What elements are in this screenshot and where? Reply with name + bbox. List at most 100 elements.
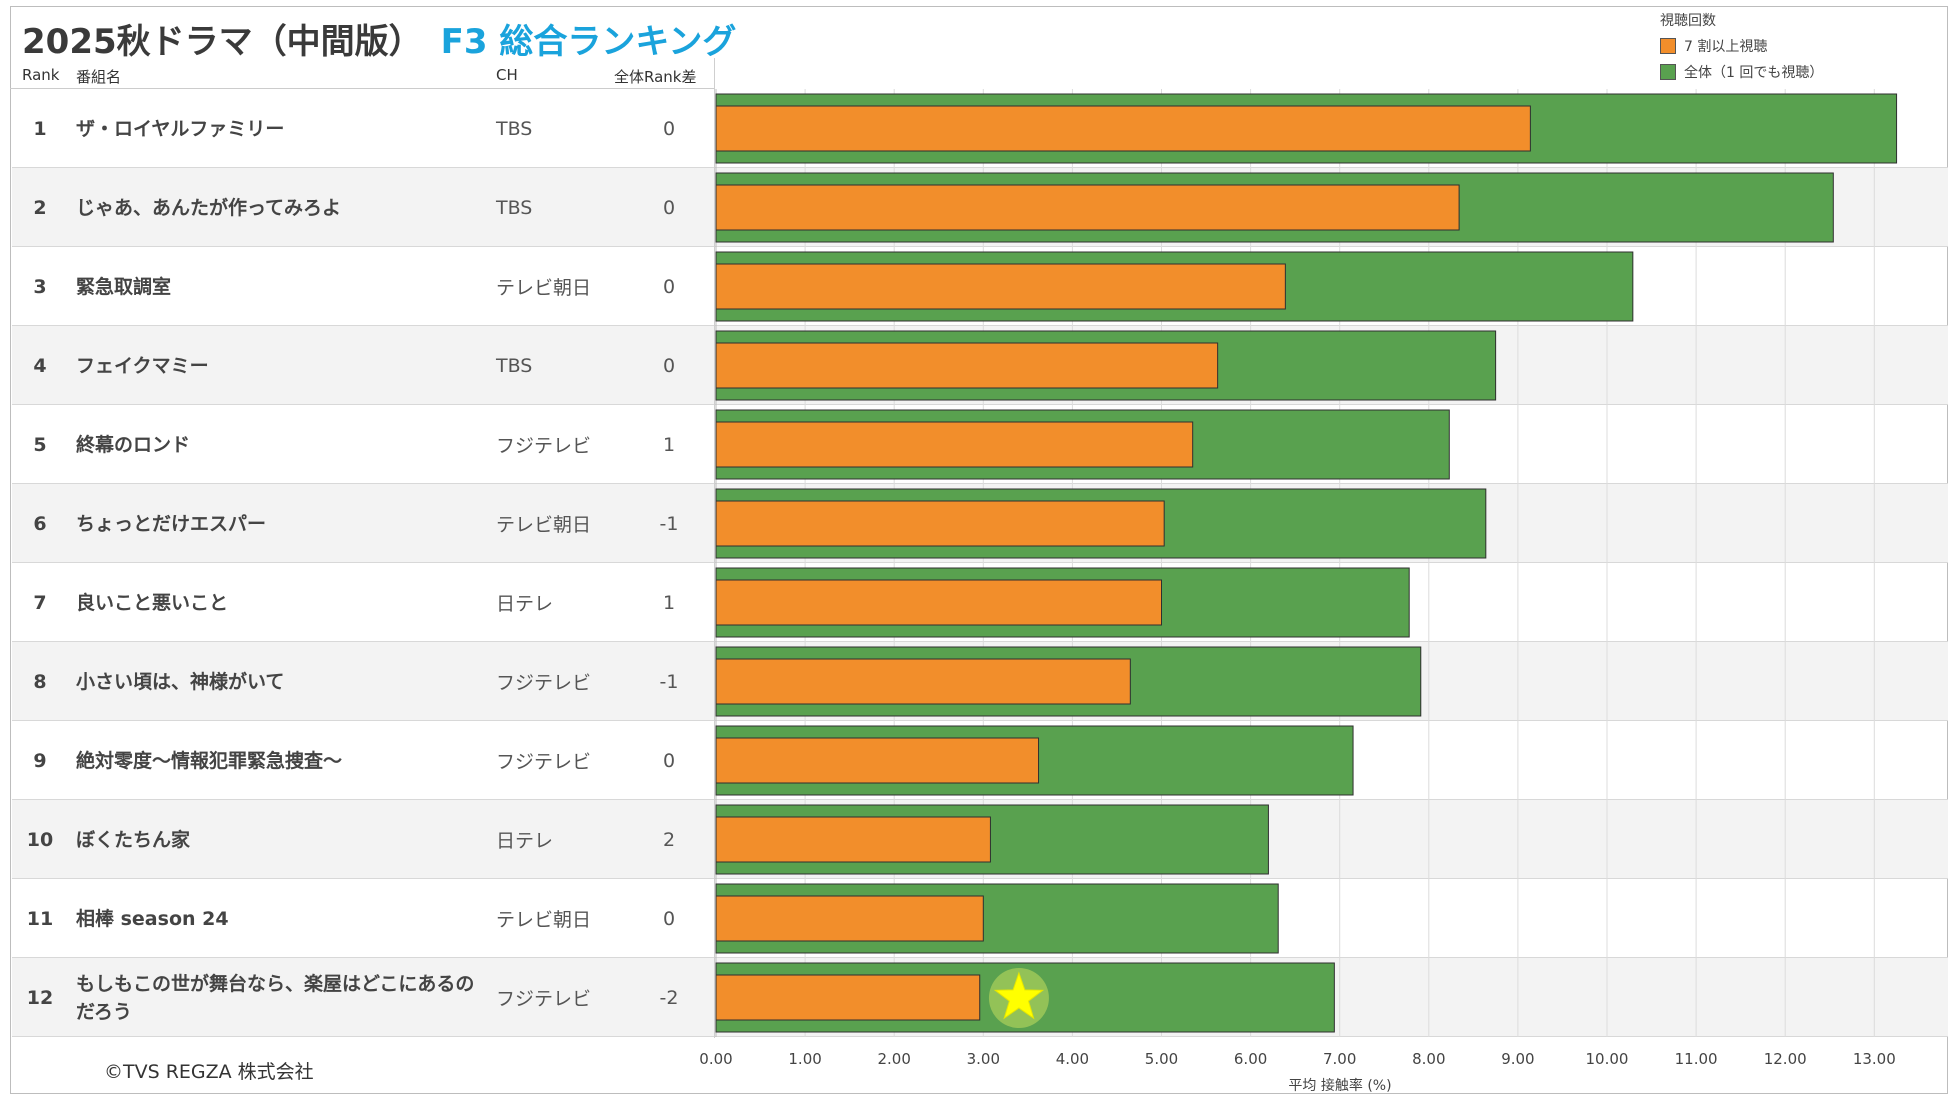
legend-label-all: 全体（1 回でも視聴） bbox=[1684, 65, 1824, 81]
title-accent: F3 総合ランキング bbox=[440, 22, 737, 62]
x-tick-label: 9.00 bbox=[1501, 1050, 1534, 1068]
program-name: フェイクマミー bbox=[76, 354, 209, 377]
program-name: 緊急取調室 bbox=[76, 275, 172, 298]
legend: 視聴回数 7 割以上視聴 全体（1 回でも視聴） bbox=[1660, 10, 1823, 88]
channel-cell: テレビ朝日 bbox=[496, 514, 592, 536]
legend-title: 視聴回数 bbox=[1660, 13, 1716, 29]
program-name: 相棒 season 24 bbox=[76, 907, 229, 930]
rank-cell: 2 bbox=[33, 196, 47, 219]
table-row[interactable]: 5 終幕のロンド フジテレビ 1 bbox=[12, 405, 1948, 484]
bar-top70 bbox=[715, 263, 1286, 310]
rank-cell: 12 bbox=[26, 986, 54, 1009]
x-tick-label: 11.00 bbox=[1675, 1050, 1718, 1068]
rank-diff-cell: 0 bbox=[662, 354, 676, 377]
table-row[interactable]: 7 良いこと悪いこと 日テレ 1 bbox=[12, 563, 1948, 642]
star-icon bbox=[993, 971, 1045, 1020]
rank-cell: 5 bbox=[33, 433, 47, 456]
bar-top70 bbox=[715, 342, 1219, 389]
x-tick-label: 0.00 bbox=[699, 1050, 732, 1068]
x-tick-label: 5.00 bbox=[1145, 1050, 1178, 1068]
rank-diff-cell: 0 bbox=[662, 749, 676, 772]
table-row[interactable]: 11 相棒 season 24 テレビ朝日 0 bbox=[12, 879, 1948, 958]
col-header-ch: CH bbox=[496, 66, 518, 84]
rank-diff-cell: 0 bbox=[662, 907, 676, 930]
x-tick-label: 3.00 bbox=[967, 1050, 1000, 1068]
channel-cell: 日テレ bbox=[496, 830, 554, 852]
program-name: 終幕のロンド bbox=[76, 433, 191, 456]
col-header-diff: 全体Rank差 bbox=[614, 68, 697, 86]
x-axis-label: 平均 接触率 (%) bbox=[1288, 1077, 1391, 1094]
program-name: ちょっとだけエスパー bbox=[76, 512, 267, 535]
program-name: ザ・ロイヤルファミリー bbox=[76, 117, 285, 140]
table-row[interactable]: 1 ザ・ロイヤルファミリー TBS 0 bbox=[12, 89, 1948, 168]
col-header-name: 番組名 bbox=[76, 68, 122, 86]
table-row[interactable]: 9 絶対零度～情報犯罪緊急捜査～ フジテレビ 0 bbox=[12, 721, 1948, 800]
rank-cell: 7 bbox=[33, 591, 47, 614]
x-tick-label: 10.00 bbox=[1586, 1050, 1629, 1068]
col-header-rank: Rank bbox=[22, 66, 60, 84]
rank-diff-cell: -1 bbox=[659, 670, 679, 693]
channel-cell: TBS bbox=[496, 196, 533, 219]
legend-item-top70[interactable]: 7 割以上視聴 bbox=[1660, 36, 1823, 56]
rank-diff-cell: 0 bbox=[662, 196, 676, 219]
bar-top70 bbox=[715, 184, 1460, 231]
channel-cell: TBS bbox=[496, 354, 533, 377]
channel-cell: 日テレ bbox=[496, 593, 554, 615]
x-tick-label: 13.00 bbox=[1853, 1050, 1896, 1068]
rank-diff-cell: 1 bbox=[662, 591, 676, 614]
page-title: 2025秋ドラマ（中間版） F3 総合ランキング bbox=[22, 14, 736, 63]
rank-cell: 1 bbox=[33, 117, 47, 140]
rank-cell: 10 bbox=[26, 828, 54, 851]
x-tick-label: 2.00 bbox=[877, 1050, 910, 1068]
rank-diff-cell: 0 bbox=[662, 117, 676, 140]
bar-top70 bbox=[715, 500, 1165, 547]
rank-diff-cell: -1 bbox=[659, 512, 679, 535]
legend-item-all[interactable]: 全体（1 回でも視聴） bbox=[1660, 62, 1823, 82]
rank-cell: 11 bbox=[26, 907, 54, 930]
channel-cell: テレビ朝日 bbox=[496, 277, 592, 299]
channel-cell: フジテレビ bbox=[496, 988, 592, 1010]
legend-label-top70: 7 割以上視聴 bbox=[1684, 39, 1768, 55]
x-tick-label: 6.00 bbox=[1234, 1050, 1267, 1068]
table-chart-divider bbox=[714, 58, 715, 1038]
header-divider bbox=[10, 88, 715, 89]
bar-top70 bbox=[715, 579, 1162, 626]
x-tick-label: 7.00 bbox=[1323, 1050, 1356, 1068]
x-tick-label: 1.00 bbox=[788, 1050, 821, 1068]
program-name: 良いこと悪いこと bbox=[76, 591, 229, 614]
bar-top70 bbox=[715, 816, 991, 863]
table-row[interactable]: 3 緊急取調室 テレビ朝日 0 bbox=[12, 247, 1948, 326]
x-tick-label: 8.00 bbox=[1412, 1050, 1445, 1068]
bar-top70 bbox=[715, 974, 981, 1021]
rank-cell: 9 bbox=[33, 749, 47, 772]
program-name: じゃあ、あんたが作ってみろよ bbox=[76, 196, 342, 219]
copyright: ©TVS REGZA 株式会社 bbox=[104, 1061, 314, 1083]
bar-top70 bbox=[715, 895, 984, 942]
rank-diff-cell: 0 bbox=[662, 275, 676, 298]
program-name: ぼくたちん家 bbox=[76, 828, 191, 851]
rank-cell: 6 bbox=[33, 512, 47, 535]
rank-diff-cell: -2 bbox=[659, 986, 679, 1009]
rank-diff-cell: 1 bbox=[662, 433, 676, 456]
program-name: もしもこの世が舞台なら、楽屋はどこにあるのだろう bbox=[76, 972, 475, 1023]
bar-top70 bbox=[715, 658, 1131, 705]
rank-cell: 3 bbox=[33, 275, 47, 298]
channel-cell: フジテレビ bbox=[496, 751, 592, 773]
title-main: 2025秋ドラマ（中間版） bbox=[22, 22, 423, 62]
bar-top70 bbox=[715, 421, 1194, 468]
bar-top70 bbox=[715, 105, 1531, 152]
x-tick-label: 4.00 bbox=[1056, 1050, 1089, 1068]
rank-cell: 4 bbox=[33, 354, 47, 377]
program-name: 絶対零度～情報犯罪緊急捜査～ bbox=[76, 749, 343, 772]
channel-cell: テレビ朝日 bbox=[496, 909, 592, 931]
legend-swatch-green bbox=[1660, 64, 1676, 80]
rank-cell: 8 bbox=[33, 670, 47, 693]
bar-top70 bbox=[715, 737, 1040, 784]
legend-swatch-orange bbox=[1660, 38, 1676, 54]
channel-cell: フジテレビ bbox=[496, 435, 592, 457]
program-name: 小さい頃は、神様がいて bbox=[76, 670, 285, 693]
rank-diff-cell: 2 bbox=[662, 828, 676, 851]
x-tick-label: 12.00 bbox=[1764, 1050, 1807, 1068]
channel-cell: TBS bbox=[496, 117, 533, 140]
